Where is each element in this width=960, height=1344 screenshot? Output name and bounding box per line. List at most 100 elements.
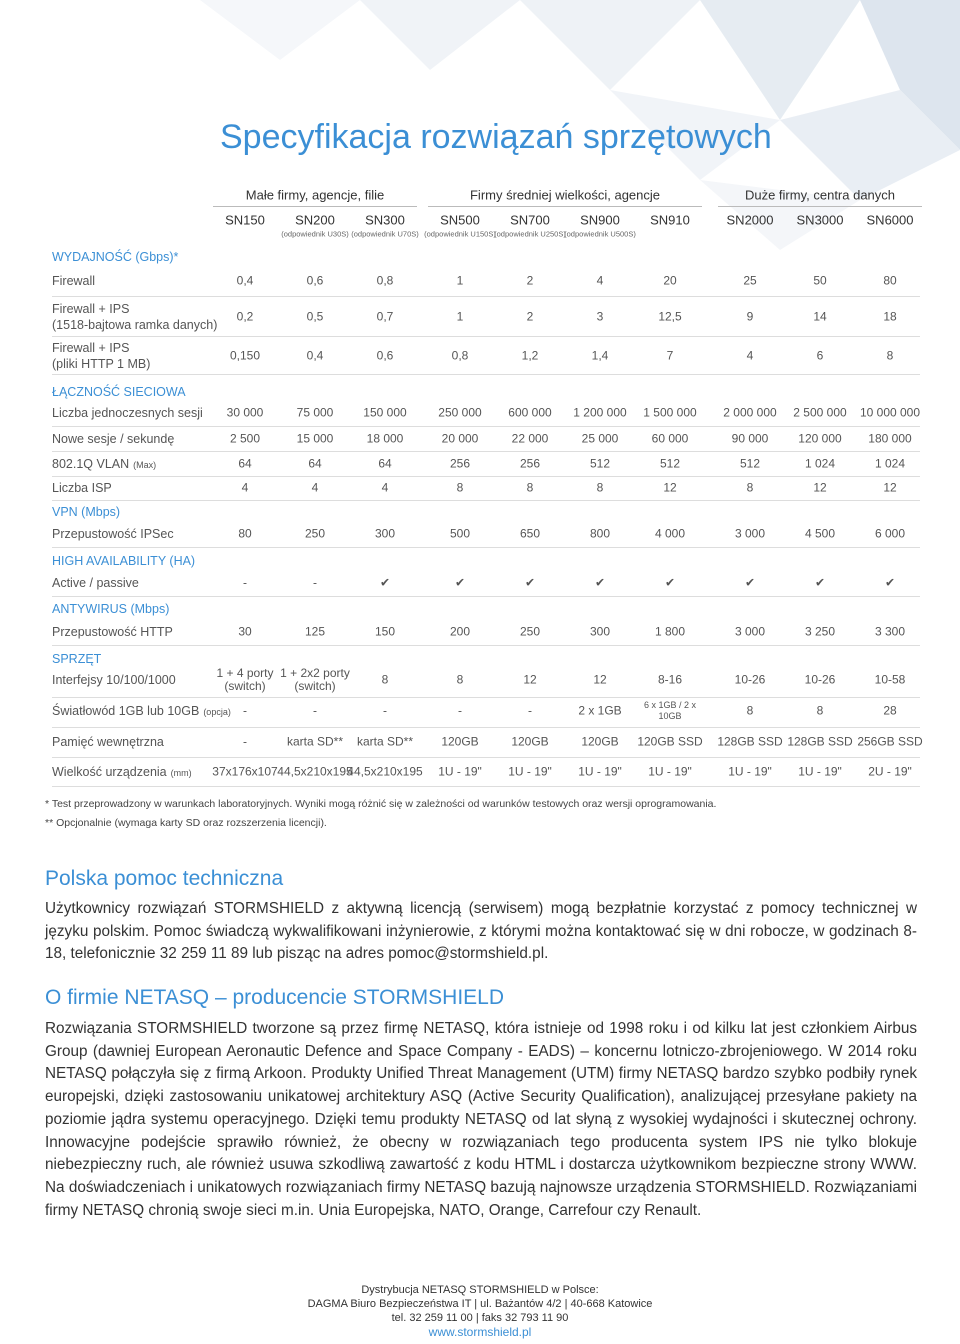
cell-value: 2U - 19" xyxy=(868,764,912,779)
cell-value: ✔ xyxy=(814,575,826,590)
cell-value: 250 xyxy=(519,624,541,639)
cell-value: 1U - 19" xyxy=(508,764,552,779)
cell-value: 300 xyxy=(589,624,611,639)
cell-value: - xyxy=(458,703,462,718)
cell-value: 2 500 xyxy=(229,431,261,446)
row-label-line: Pamięć wewnętrzna xyxy=(52,735,164,749)
cell-value: 1 + 4 porty (switch) xyxy=(216,666,274,693)
cell-value: 44,5x210x195 xyxy=(347,764,423,779)
cell-value: 1U - 19" xyxy=(438,764,482,779)
cell-value: 1 800 xyxy=(654,624,686,639)
cell-value: 3 000 xyxy=(734,624,766,639)
cell-value: 1U - 19" xyxy=(798,764,842,779)
cell-value: 3 300 xyxy=(874,624,906,639)
cell-value: 650 xyxy=(519,526,541,541)
row-rule xyxy=(52,786,920,787)
cell-value: 0,8 xyxy=(376,273,394,288)
cell-value: 25 000 xyxy=(581,431,619,446)
row-note: (opcja) xyxy=(203,707,231,717)
cell-value: 1U - 19" xyxy=(578,764,622,779)
cell-value: 80 xyxy=(238,526,252,541)
row-label: Przepustowość HTTP xyxy=(52,624,173,640)
cell-value: 0,6 xyxy=(376,348,394,363)
cell-value: 10-26 xyxy=(804,672,836,687)
cell-value: 0,4 xyxy=(306,348,324,363)
cell-value: 4 xyxy=(311,480,319,495)
row-rule xyxy=(52,296,920,297)
cell-value: 30 xyxy=(238,624,252,639)
cell-value: 4 xyxy=(596,273,604,288)
cell-value: 8 xyxy=(381,672,389,687)
row-label-line: Liczba jednoczesnych sesji xyxy=(52,406,203,420)
row-label-line: (pliki HTTP 1 MB) xyxy=(52,357,151,371)
cell-value: 1,2 xyxy=(521,348,539,363)
cell-value: 0,5 xyxy=(306,309,324,324)
cell-value: 120GB SSD xyxy=(637,734,703,749)
cell-value: karta SD** xyxy=(356,734,414,749)
cell-value: 1 024 xyxy=(804,456,836,471)
row-label: Firewall + IPS (pliki HTTP 1 MB) xyxy=(52,340,150,372)
row-note: (Max) xyxy=(133,460,157,470)
cell-value: 60 000 xyxy=(651,431,689,446)
cell-value: 0,6 xyxy=(306,273,324,288)
row-label: Firewall + IPS (1518-bajtowa ramka danych… xyxy=(52,301,217,333)
model-name: SN910 xyxy=(650,212,690,228)
cell-value: 3 000 xyxy=(734,526,766,541)
cell-value: 180 000 xyxy=(868,431,912,446)
cell-value: 512 xyxy=(739,456,761,471)
cell-value: 6 x 1GB / 2 x 10GB xyxy=(643,700,697,721)
cell-value: 0,4 xyxy=(236,273,254,288)
cell-value: 1 500 000 xyxy=(643,405,697,420)
cell-value: 7 xyxy=(666,348,674,363)
website-link[interactable]: www.stormshield.pl xyxy=(428,1325,532,1339)
cell-value: 256 xyxy=(449,456,471,471)
cell-value: 15 000 xyxy=(296,431,334,446)
row-rule xyxy=(52,757,920,758)
section-title: VPN (Mbps) xyxy=(52,505,121,519)
cell-value: 600 000 xyxy=(508,405,552,420)
model-note: (odpowiednik U70S) xyxy=(351,229,419,239)
cell-value: 512 xyxy=(659,456,681,471)
row-label: Pamięć wewnętrzna xyxy=(52,734,164,750)
cell-value: 250 xyxy=(304,526,326,541)
cell-value: 6 xyxy=(816,348,824,363)
cell-value: 1 024 xyxy=(874,456,906,471)
cell-value: 18 000 xyxy=(366,431,404,446)
footer-line: Dystrybucja NETASQ STORMSHIELD w Polsce: xyxy=(361,1284,599,1296)
row-label-line: (1518-bajtowa ramka danych) xyxy=(52,318,218,332)
model-name: SN900 xyxy=(580,212,620,228)
cell-value: 0,7 xyxy=(376,309,394,324)
row-rule xyxy=(52,697,920,698)
cell-value: 8 xyxy=(886,348,894,363)
cell-value: 0,8 xyxy=(451,348,469,363)
cell-value: 120GB xyxy=(511,734,549,749)
row-label-line: Światłowód 1GB lub 10GB (opcja) xyxy=(52,704,231,718)
cell-value: 4 xyxy=(746,348,754,363)
model-name: SN150 xyxy=(225,212,265,228)
model-note: (odpowiednik U500S) xyxy=(564,229,636,239)
cell-value: 8 xyxy=(816,703,824,718)
cell-value: 8 xyxy=(596,480,604,495)
cell-value: 4 xyxy=(241,480,249,495)
cell-value: 120GB xyxy=(441,734,479,749)
cell-value: 800 xyxy=(589,526,611,541)
row-label-line: 802.1Q VLAN (Max) xyxy=(52,457,157,471)
cell-value: 50 xyxy=(813,273,827,288)
cell-value: - xyxy=(313,703,317,718)
row-note: (mm) xyxy=(170,768,192,778)
row-label-line: Wielkość urządzenia (mm) xyxy=(52,765,192,779)
row-rule xyxy=(52,645,920,646)
cell-value: 256GB SSD xyxy=(857,734,923,749)
row-label: Przepustowość IPSec xyxy=(52,526,174,542)
title: Specyfikacja rozwiązań sprzętowych xyxy=(220,118,772,156)
cell-value: 6 000 xyxy=(874,526,906,541)
model-name: SN500 xyxy=(440,212,480,228)
cell-value: 64 xyxy=(378,456,392,471)
cell-value: 1 xyxy=(456,273,464,288)
cell-value: 200 xyxy=(449,624,471,639)
cell-value: 8 xyxy=(746,480,754,495)
model-name: SN200 xyxy=(295,212,335,228)
cell-value: 2 000 000 xyxy=(723,405,777,420)
cell-value: - xyxy=(243,575,247,590)
row-label: Światłowód 1GB lub 10GB (opcja) xyxy=(52,703,231,720)
